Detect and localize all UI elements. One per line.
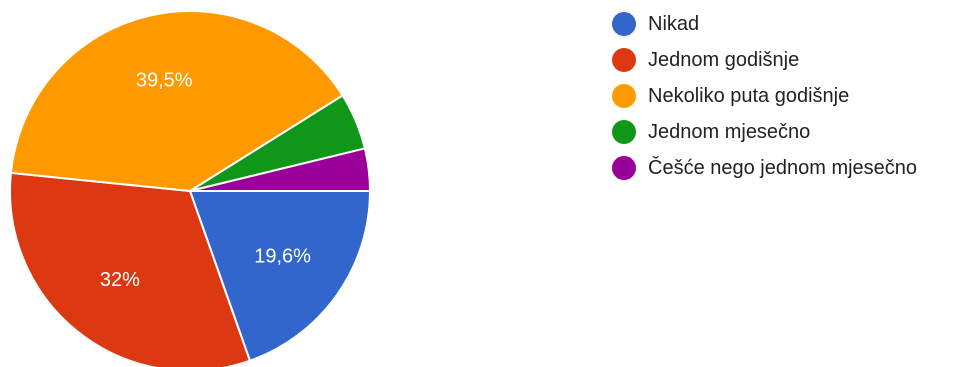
legend-item-3: Nekoliko puta godišnje (612, 78, 917, 114)
legend-swatch-icon (612, 156, 636, 180)
legend-swatch-icon (612, 12, 636, 36)
legend-swatch-icon (612, 120, 636, 144)
legend-label: Jednom godišnje (648, 48, 800, 71)
legend-label: Nikad (648, 12, 700, 35)
legend-item-1: Nikad (612, 6, 917, 42)
chart-legend: Nikad Jednom godišnje Nekoliko puta godišn… (612, 6, 917, 186)
slice-value-label-1: 19,6% (254, 246, 311, 268)
legend-label: Jednom mjesečno (648, 120, 811, 143)
pie-slice-3 (9, 10, 344, 192)
legend-item-4: Jednom mjesečno (612, 114, 917, 150)
slice-value-label-2: 32% (100, 269, 140, 291)
legend-item-5: Češće nego jednom mjesečno (612, 150, 917, 186)
pie-slice-2 (9, 171, 251, 367)
legend-item-2: Jednom godišnje (612, 42, 917, 78)
legend-swatch-icon (612, 84, 636, 108)
slice-value-label-3: 39,5% (136, 70, 193, 92)
legend-label: Češće nego jednom mjesečno (648, 156, 918, 179)
legend-label: Nekoliko puta godišnje (648, 84, 850, 107)
legend-swatch-icon (612, 48, 636, 72)
pie-slice-5 (189, 147, 371, 192)
